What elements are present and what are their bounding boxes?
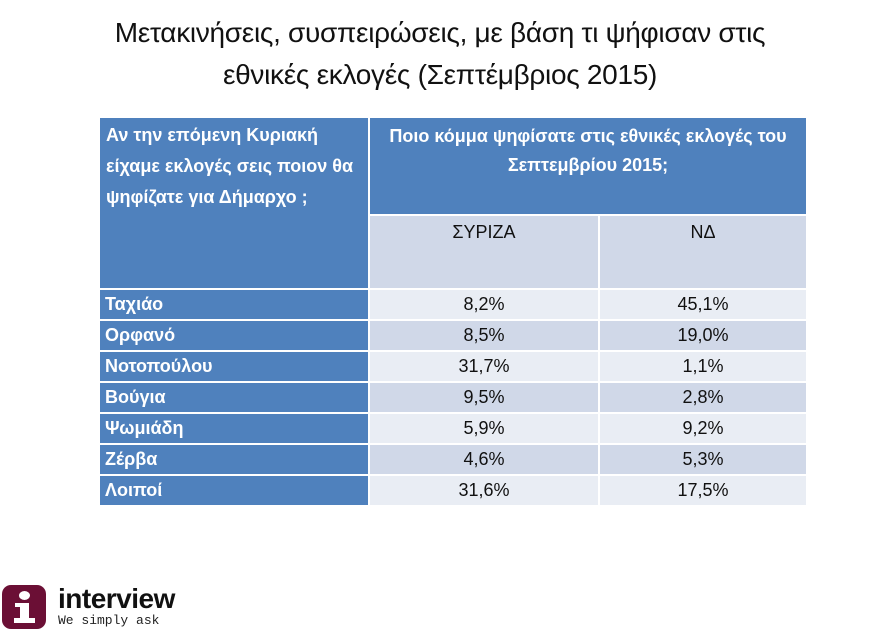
cell-value: 4,6% [368, 443, 600, 476]
cell-value: 5,9% [368, 412, 600, 445]
subheader-row: ΣΥΡΙΖΑ ΝΔ [99, 214, 809, 290]
title-line-1: Μετακινήσεις, συσπειρώσεις, με βάση τι ψ… [114, 17, 766, 48]
brand-tagline: We simply ask [58, 613, 160, 628]
table-row: Ταχιάο 8,2% 45,1% [98, 288, 809, 321]
row-label: Ορφανό [98, 319, 370, 352]
row-label: Ταχιάο [98, 288, 370, 321]
table-row: Ψωμιάδη 5,9% 9,2% [98, 412, 809, 445]
title-line-2: εθνικές εκλογές (Σεπτέμβριος 2015) [222, 59, 658, 90]
results-table: Αν την επόμενη Κυριακή είχαμε εκλογές σε… [98, 116, 809, 507]
cell-value: 19,0% [597, 319, 809, 352]
row-header: Αν την επόμενη Κυριακή είχαμε εκλογές σε… [98, 116, 370, 290]
cell-value: 45,1% [597, 288, 809, 321]
cell-value: 8,5% [368, 319, 600, 352]
table-row: Λοιποί 31,6% 17,5% [98, 474, 809, 507]
table-row: Ζέρβα 4,6% 5,3% [98, 443, 809, 476]
table-row: Νοτοπούλου 31,7% 1,1% [98, 350, 809, 383]
column-header-syriza: ΣΥΡΙΖΑ [368, 214, 600, 290]
cell-value: 5,3% [597, 443, 809, 476]
brand-name: interview [58, 583, 175, 614]
column-group-header: Ποιο κόμμα ψηφίσατε στις εθνικές εκλογές… [367, 116, 809, 216]
cell-value: 9,5% [368, 381, 600, 414]
cell-value: 17,5% [597, 474, 809, 507]
cell-value: 9,2% [597, 412, 809, 445]
info-i-icon [2, 585, 46, 629]
row-label: Λοιποί [98, 474, 370, 507]
header-row: Αν την επόμενη Κυριακή είχαμε εκλογές σε… [98, 116, 809, 290]
table-row: Βούγια 9,5% 2,8% [98, 381, 809, 414]
row-label: Νοτοπούλου [98, 350, 370, 383]
row-label: Βούγια [98, 381, 370, 414]
page-title: Μετακινήσεις, συσπειρώσεις, με βάση τι ψ… [0, 12, 880, 96]
column-header-nd: ΝΔ [597, 214, 809, 290]
cell-value: 31,6% [368, 474, 600, 507]
cell-value: 2,8% [597, 381, 809, 414]
table-row: Ορφανό 8,5% 19,0% [98, 319, 809, 352]
row-label: Ψωμιάδη [98, 412, 370, 445]
cell-value: 1,1% [597, 350, 809, 383]
row-label: Ζέρβα [98, 443, 370, 476]
cell-value: 31,7% [368, 350, 600, 383]
cell-value: 8,2% [368, 288, 600, 321]
